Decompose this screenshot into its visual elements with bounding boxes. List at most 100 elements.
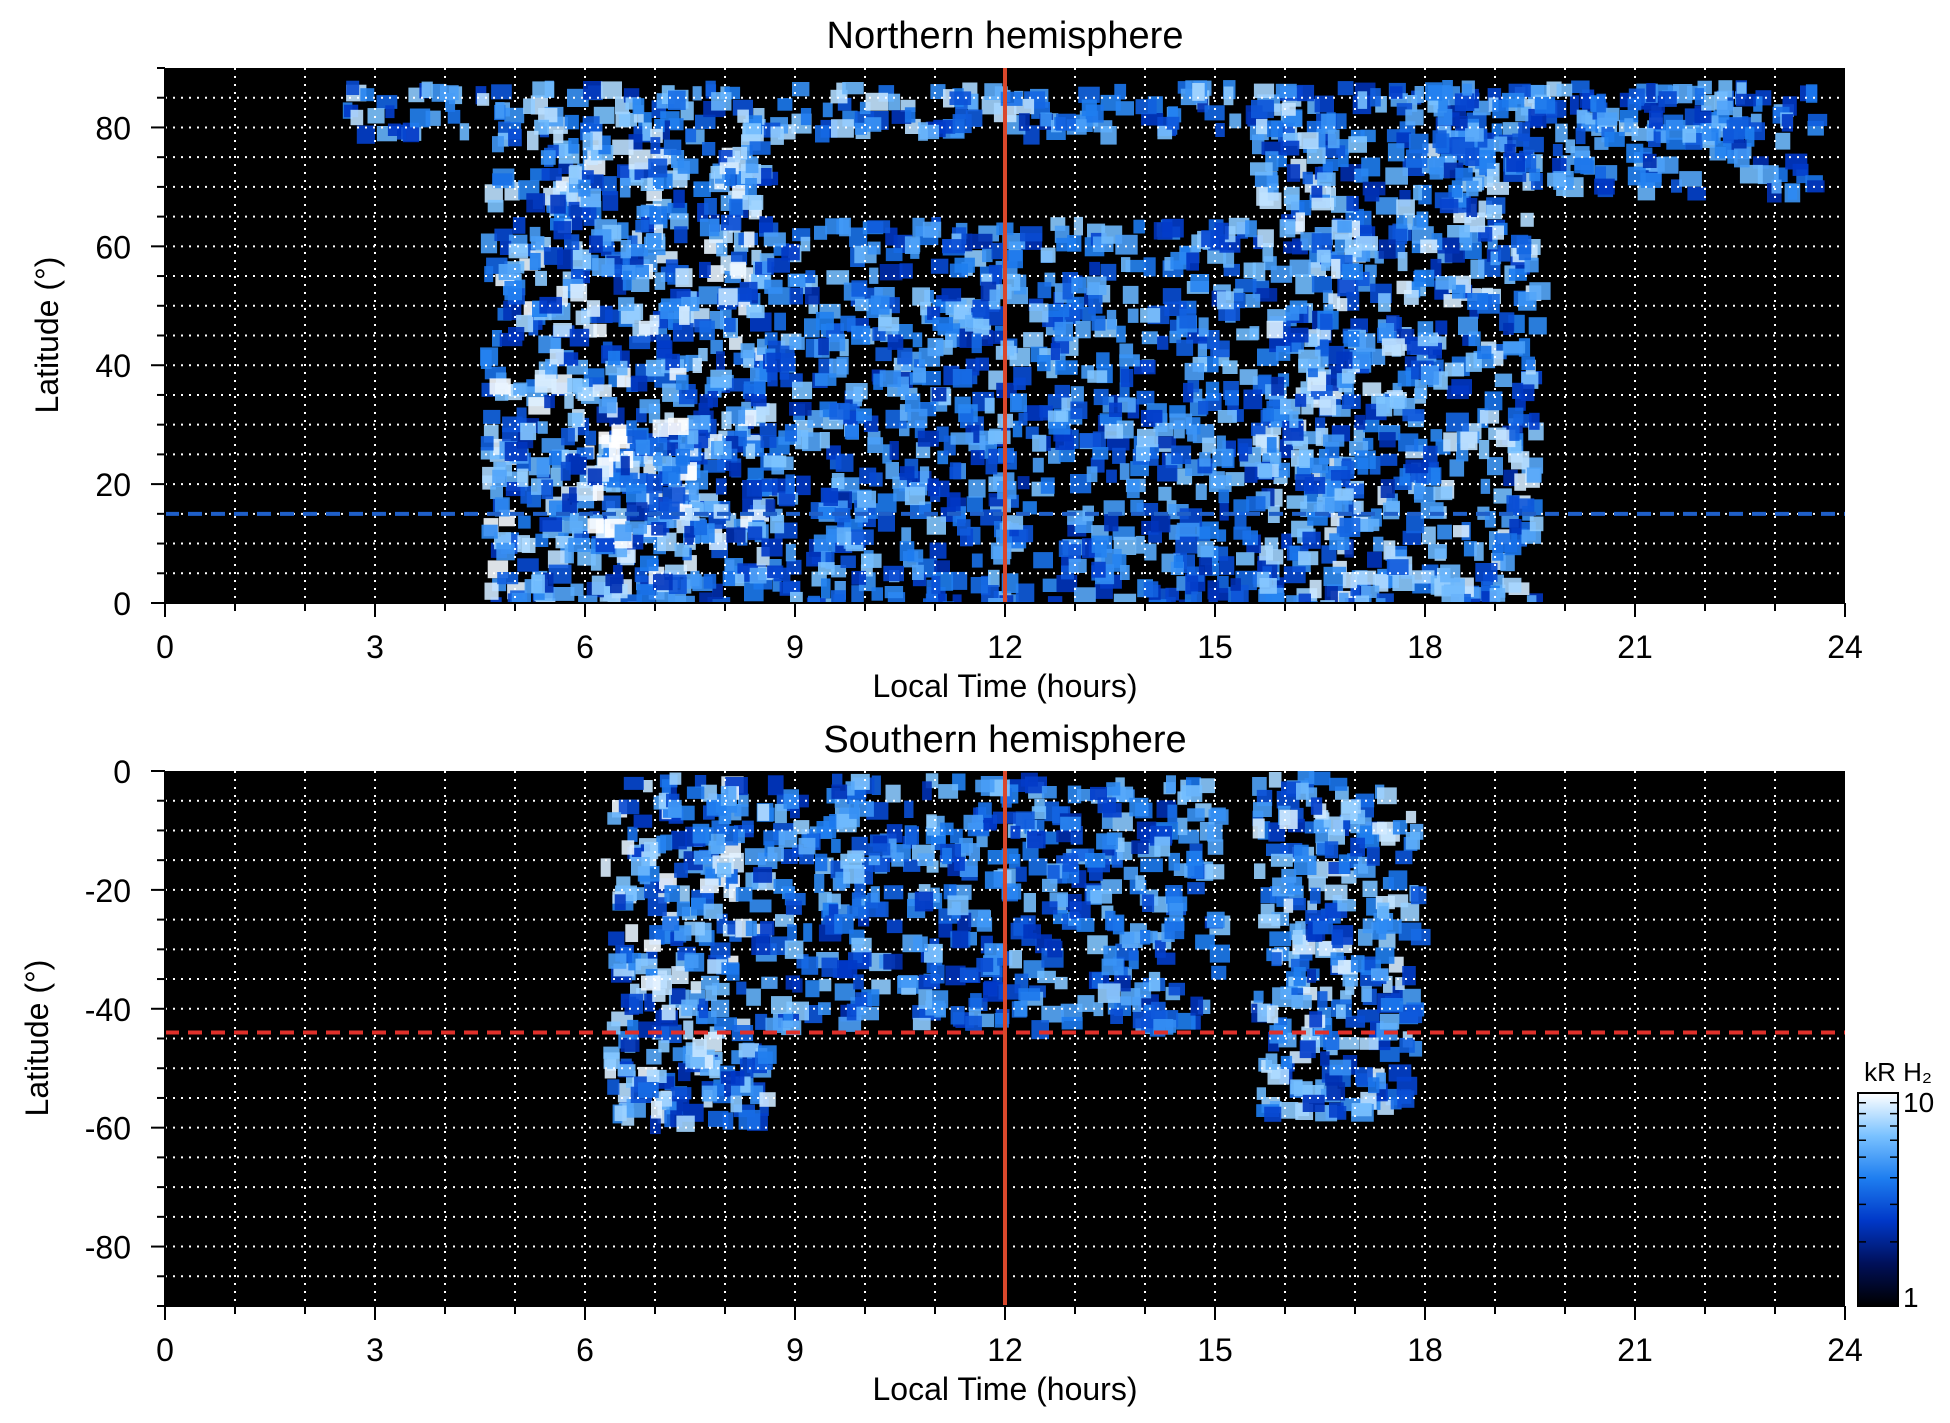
emission-cell [652,452,663,466]
emission-cell [757,804,770,821]
emission-cell [789,336,805,350]
emission-cell [1157,335,1169,350]
emission-cell [1295,393,1307,407]
emission-cell [975,357,989,371]
emission-cell [1479,410,1500,424]
emission-cell [1250,162,1273,176]
emission-cell [1033,552,1053,569]
emission-cell [710,833,726,854]
emission-cell [1701,123,1712,141]
emission-cell [770,126,784,145]
emission-cell [765,499,776,518]
emission-cell [651,1100,662,1119]
emission-cell [1239,369,1258,385]
emission-cell [1397,252,1408,272]
emission-cell [716,351,725,371]
emission-cell [1048,421,1071,435]
emission-cell [1309,887,1321,904]
emission-cell [954,396,971,414]
emission-cell [1294,855,1317,875]
emission-cell [1106,435,1130,451]
emission-cell [982,247,993,263]
emission-cell [729,198,744,216]
emission-cell [1442,80,1453,99]
emission-cell [1530,154,1543,173]
emission-cell [1402,530,1422,545]
emission-cell [1281,781,1301,797]
emission-cell [1455,167,1473,181]
emission-cell [1504,144,1516,158]
emission-cell [661,298,683,311]
emission-cell [918,989,933,1009]
emission-cell [1399,468,1411,486]
emission-cell [1315,417,1326,437]
emission-cell [1252,134,1265,155]
emission-cell [954,257,975,273]
emission-cell [1492,99,1509,119]
emission-cell [899,263,913,279]
emission-cell [1291,994,1312,1009]
emission-cell [547,550,569,569]
emission-cell [888,93,901,111]
emission-cell [834,914,854,934]
emission-cell [608,442,620,462]
emission-cell [976,957,994,972]
emission-cell [851,937,872,953]
emission-cell [1176,522,1200,537]
emission-cell [1323,566,1347,586]
emission-cell [1380,453,1398,466]
emission-cell [620,1037,640,1052]
emission-cell [511,592,531,603]
emission-cell [356,125,375,144]
y-tick-label: 20 [95,467,131,503]
emission-cell [724,317,736,333]
y-tick-label: 0 [113,586,131,622]
emission-cell [1341,394,1361,409]
emission-cell [705,985,717,1001]
emission-cell [685,384,696,399]
emission-cell [1355,570,1377,585]
emission-cell [1086,466,1098,483]
emission-cell [1218,489,1230,504]
emission-cell [1037,970,1056,984]
emission-cell [657,340,673,358]
emission-cell [1287,327,1309,343]
emission-cell [813,534,836,552]
emission-cell [1176,339,1194,356]
emission-cell [988,430,1011,445]
emission-cell [1500,554,1515,572]
emission-cell [1398,433,1419,452]
emission-cell [1254,171,1278,187]
emission-cell [1152,896,1169,913]
emission-cell [761,478,778,492]
emission-cell [1362,382,1382,396]
emission-cell [492,173,513,186]
emission-cell [745,920,757,937]
emission-cell [831,839,841,853]
emission-cell [730,261,746,279]
emission-cell [1353,500,1364,515]
emission-cell [1310,797,1323,815]
emission-cell [1343,330,1360,347]
emission-cell [1336,298,1348,312]
emission-cell [938,920,953,938]
emission-cell [729,336,743,350]
emission-cell [1395,850,1413,865]
emission-cell [1293,967,1306,986]
emission-cell [499,240,512,255]
emission-cell [932,317,953,331]
emission-cell [1430,429,1443,442]
emission-cell [1040,477,1055,494]
emission-cell [950,1006,965,1025]
emission-cell [1115,234,1138,255]
emission-cell [531,574,545,594]
emission-cell [1197,341,1207,359]
emission-cell [1297,132,1319,149]
emission-cell [905,826,919,845]
emission-cell [1270,853,1293,867]
emission-cell [1489,588,1506,602]
emission-cell [1259,578,1277,594]
emission-cell [602,176,617,196]
emission-region [1425,80,1828,203]
emission-cell [898,975,918,988]
